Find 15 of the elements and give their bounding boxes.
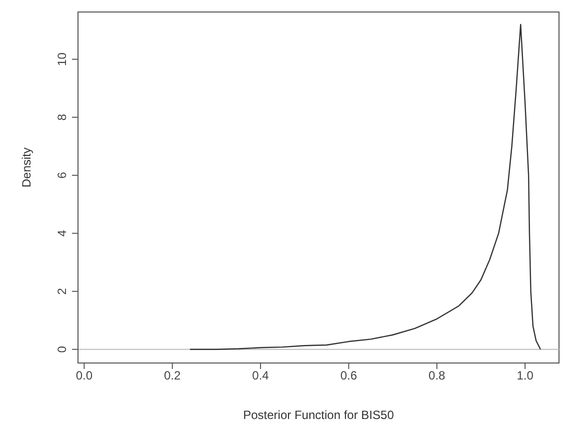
y-tick-label: 6 — [55, 172, 69, 179]
x-axis-title: Posterior Function for BIS50 — [243, 408, 394, 422]
x-tick-label: 1.0 — [516, 368, 534, 383]
x-tick-label: 0.0 — [76, 368, 93, 383]
x-tick-label: 0.4 — [252, 368, 270, 383]
x-tick-label: 0.6 — [340, 368, 358, 383]
y-tick-label: 0 — [55, 346, 69, 353]
y-axis-title: Density — [19, 147, 34, 188]
y-tick-label: 4 — [55, 230, 69, 237]
y-tick-label: 2 — [55, 288, 69, 295]
line-series — [189, 24, 542, 350]
x-tick-label: 0.8 — [428, 368, 446, 383]
y-tick-label: 10 — [55, 52, 69, 66]
x-tick-label: 0.2 — [164, 368, 182, 383]
y-tick-label: 8 — [55, 114, 69, 121]
